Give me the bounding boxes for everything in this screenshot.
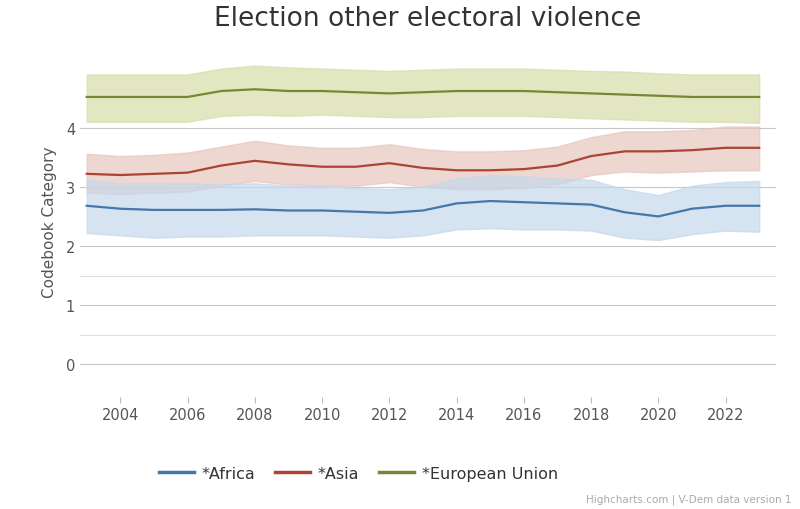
Title: Election other electoral violence: Election other electoral violence <box>214 7 642 33</box>
Legend: *Africa, *Asia, *European Union: *Africa, *Asia, *European Union <box>153 460 564 488</box>
Y-axis label: Codebook Category: Codebook Category <box>42 146 58 297</box>
Text: Highcharts.com | V-Dem data version 1: Highcharts.com | V-Dem data version 1 <box>586 493 792 504</box>
